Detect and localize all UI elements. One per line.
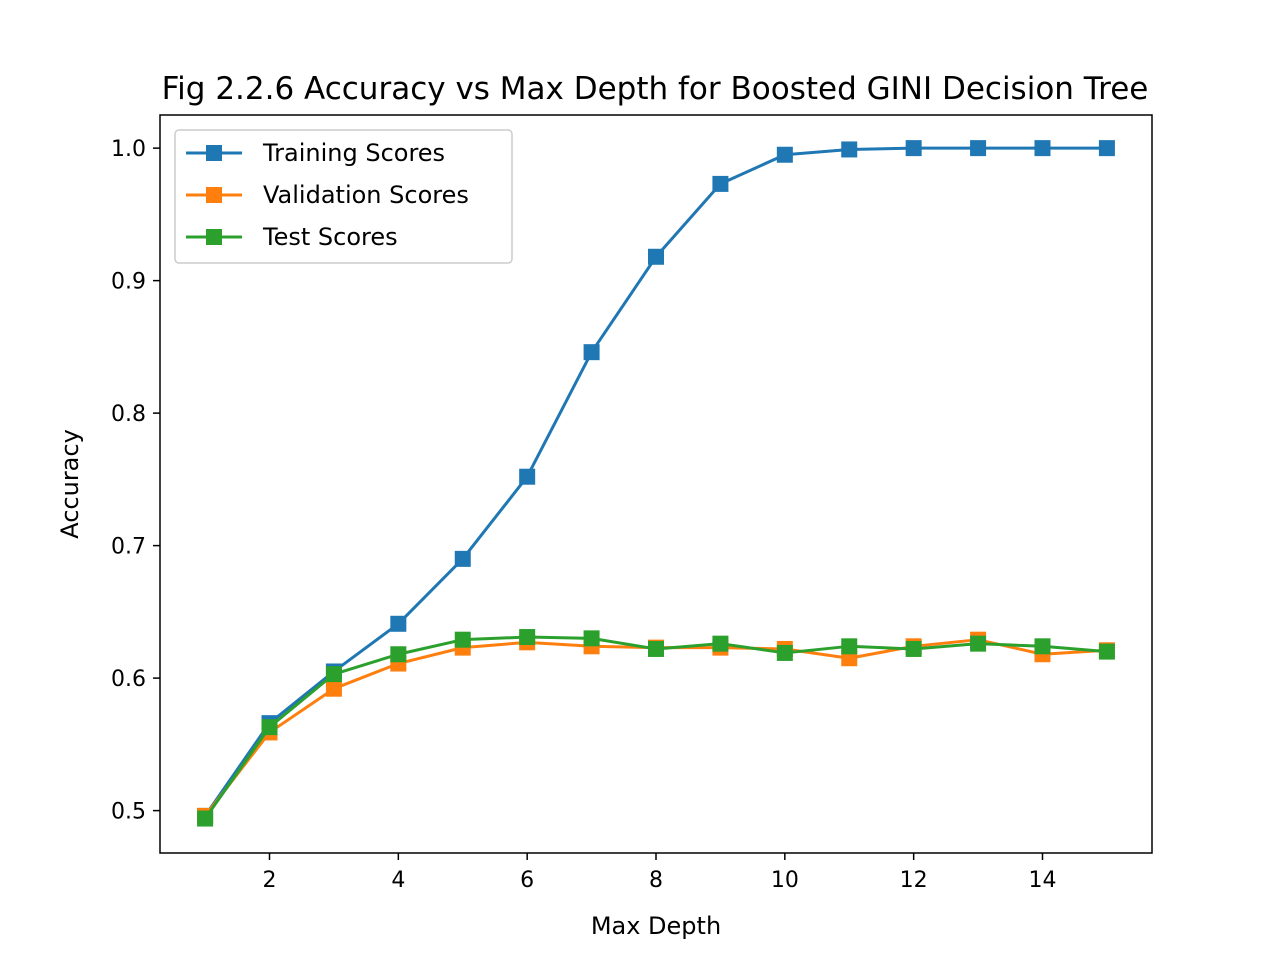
data-point [1098,643,1115,660]
data-point [905,640,922,657]
data-point [776,146,793,163]
x-axis: 2 4 6 8 10 12 14 [263,853,1056,893]
legend-marker-swatch [206,187,222,203]
data-point [905,140,922,157]
x-tick-label: 10 [771,868,799,893]
legend-marker-swatch [206,145,222,161]
y-tick-label: 0.7 [111,535,146,560]
x-tick-label: 4 [391,868,405,893]
data-point [648,248,664,265]
x-tick-label: 12 [900,868,928,893]
y-tick-label: 0.9 [111,270,146,295]
data-point [454,550,471,567]
y-axis: 0.5 0.6 0.7 0.8 0.9 1.0 [111,137,160,825]
legend: Training Scores Validation Scores Test Sco… [174,129,513,264]
legend-marker-swatch [206,229,222,245]
data-point [841,141,858,158]
data-point [583,344,600,361]
legend-label: Validation Scores [263,181,469,209]
data-point [1098,140,1115,157]
data-point [970,635,987,652]
legend-label: Training Scores [262,139,445,167]
data-point [519,629,536,646]
x-tick-label: 8 [649,868,663,893]
series-layer [197,140,1115,827]
legend-item: Validation Scores [186,181,469,209]
x-tick-label: 2 [263,868,277,893]
legend-item: Test Scores [186,223,398,251]
y-tick-label: 0.6 [111,667,146,692]
series-test-scores [197,629,1115,827]
data-point [1034,638,1051,655]
chart-title: Fig 2.2.6 Accuracy vs Max Depth for Boos… [162,71,1149,107]
legend-items: Training Scores Validation Scores Test Sco… [186,139,469,251]
x-tick-label: 6 [520,868,534,893]
data-point [519,468,536,485]
data-point [390,615,407,632]
data-point [325,680,342,697]
data-point [197,810,214,827]
y-tick-label: 0.8 [111,402,146,427]
data-point [454,631,471,648]
data-point [390,646,407,663]
legend-item: Training Scores [186,139,445,167]
legend-label: Test Scores [262,223,398,251]
data-point [325,666,342,683]
data-point [841,638,858,655]
data-point [776,644,793,661]
data-point [712,635,729,652]
data-point [1034,140,1051,157]
x-axis-label: Max Depth [591,912,721,940]
legend-frame [174,129,513,264]
x-tick-label: 14 [1028,868,1056,893]
data-point [712,175,729,192]
y-tick-label: 0.5 [111,800,146,825]
data-point [261,719,278,736]
data-point [583,630,600,647]
data-point [648,640,664,657]
data-point [970,140,987,157]
y-tick-label: 1.0 [111,137,146,162]
y-axis-label: Accuracy [56,429,84,539]
